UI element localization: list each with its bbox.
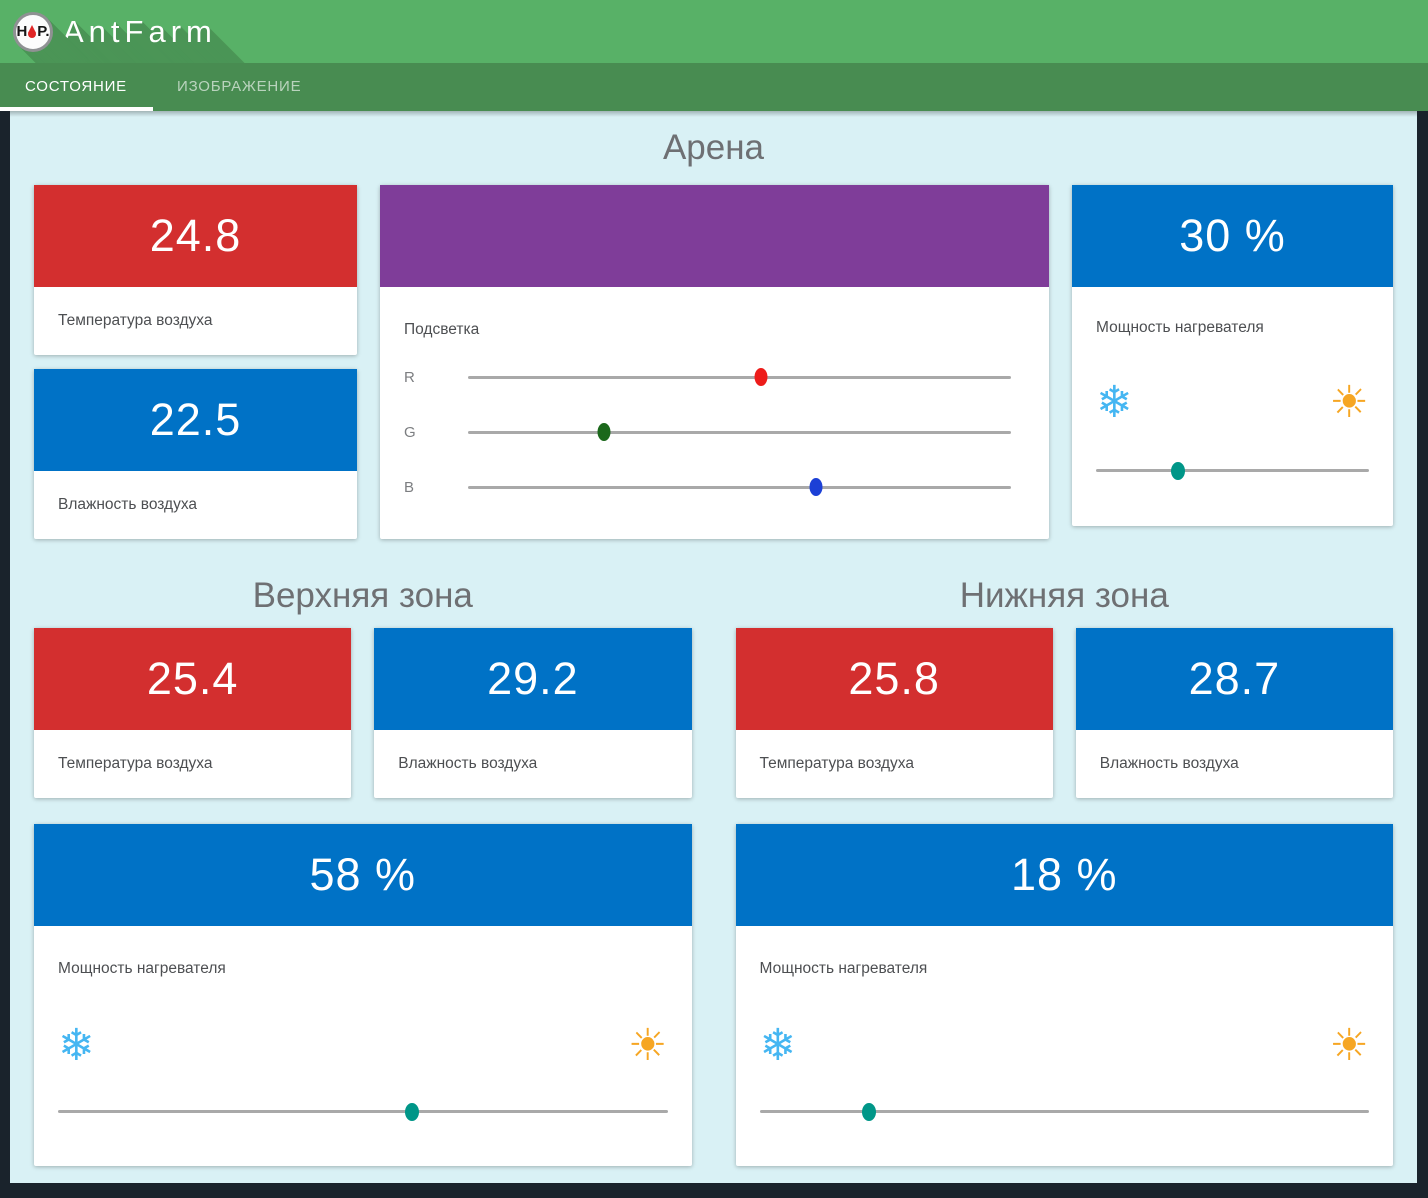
lower-zone-humidity-value: 28.7 [1075, 628, 1393, 730]
snowflake-icon: ❄ [759, 1020, 797, 1071]
lower-zone-heater-value: 18 % [735, 824, 1393, 926]
blue-channel-label: B [404, 478, 415, 496]
app-header: H P. AntFarm [0, 0, 1428, 63]
app-logo: H P. [13, 11, 53, 52]
tab-status-label: СОСТОЯНИЕ [25, 78, 127, 95]
upper-zone-temperature-card: 25.4 Температура воздуха [34, 628, 352, 798]
logo-drop-icon [28, 25, 37, 38]
arena-heater-card: 30 % Мощность нагревателя ❄ ☀ [1072, 185, 1393, 526]
arena-humidity-label: Влажность воздуха [58, 496, 198, 513]
humidity-number: 29.2 [487, 653, 579, 704]
upper-zone-humidity-card: 29.2 Влажность воздуха [374, 628, 692, 798]
main-content: Арена 24.8 Температура воздуха 22.5 Влаж… [10, 111, 1417, 1183]
lower-zone-title: Нижняя зона [959, 576, 1169, 615]
backlight-red-row: R [404, 360, 1011, 394]
sun-icon: ☀ [1329, 377, 1369, 428]
backlight-green-row: G [404, 415, 1011, 449]
upper-zone-temperature-value: 25.4 [34, 628, 352, 730]
tab-image-label: ИЗОБРАЖЕНИЕ [176, 78, 302, 95]
snowflake-icon: ❄ [1096, 377, 1133, 428]
temperature-number: 24.8 [149, 210, 242, 261]
arena-backlight-card: Подсветка R G B [380, 185, 1049, 539]
arena-temperature-value: 24.8 [34, 185, 357, 287]
humidity-number: 28.7 [1188, 653, 1281, 704]
arena-temperature-label: Температура воздуха [58, 312, 213, 329]
arena-humidity-card: 22.5 Влажность воздуха [34, 369, 357, 539]
arena-left-column: 24.8 Температура воздуха 22.5 Влажность … [34, 185, 357, 539]
arena-heater-slider[interactable] [1096, 461, 1369, 480]
backlight-color-preview [380, 185, 1049, 287]
blue-channel-slider[interactable] [468, 478, 1011, 496]
temperature-number: 25.4 [146, 653, 239, 704]
arena-heater-value: 30 % [1072, 185, 1393, 287]
red-channel-slider[interactable] [468, 368, 1011, 386]
green-channel-label: G [404, 423, 416, 441]
lower-zone-heater-slider[interactable] [759, 1102, 1369, 1121]
logo-letter-p: P. [37, 23, 50, 40]
lower-zone: Нижняя зона 25.8 Температура воздуха 28.… [735, 539, 1393, 1166]
lower-zone-temperature-card: 25.8 Температура воздуха [735, 628, 1053, 798]
app-title: AntFarm [63, 13, 217, 49]
arena-section-title: Арена [662, 128, 765, 167]
logo-letter-h: H [16, 23, 28, 40]
heater-percent: 30 % [1179, 210, 1286, 261]
upper-zone: Верхняя зона 25.4 Температура воздуха 29… [34, 539, 692, 1166]
heater-percent: 18 % [1010, 849, 1118, 900]
heater-percent: 58 % [309, 849, 417, 900]
arena-humidity-value: 22.5 [34, 369, 357, 471]
upper-zone-heater-slider[interactable] [58, 1102, 668, 1121]
humidity-number: 22.5 [149, 394, 242, 445]
upper-zone-humidity-label: Влажность воздуха [398, 755, 538, 772]
upper-zone-humidity-value: 29.2 [374, 628, 692, 730]
lower-zone-heater-label: Мощность нагревателя [759, 960, 928, 977]
arena-heater-label: Мощность нагревателя [1096, 319, 1264, 336]
backlight-label: Подсветка [404, 321, 480, 338]
upper-zone-title: Верхняя зона [252, 576, 473, 615]
upper-zone-heater-slider-thumb[interactable] [404, 1102, 419, 1121]
zones-section: Верхняя зона 25.4 Температура воздуха 29… [34, 539, 1393, 1166]
sun-icon: ☀ [1329, 1020, 1369, 1071]
green-channel-slider[interactable] [468, 423, 1011, 441]
lower-zone-heater-slider-thumb[interactable] [862, 1102, 877, 1121]
upper-zone-heater-label: Мощность нагревателя [58, 960, 226, 977]
lower-zone-humidity-label: Влажность воздуха [1099, 755, 1239, 772]
lower-zone-temperature-label: Температура воздуха [759, 755, 914, 772]
green-channel-slider-thumb[interactable] [597, 423, 611, 441]
snowflake-icon: ❄ [58, 1020, 95, 1071]
upper-zone-temperature-label: Температура воздуха [58, 755, 213, 772]
backlight-blue-row: B [404, 470, 1011, 504]
arena-temperature-card: 24.8 Температура воздуха [34, 185, 357, 355]
lower-zone-humidity-card: 28.7 Влажность воздуха [1075, 628, 1393, 798]
red-channel-slider-thumb[interactable] [754, 368, 768, 386]
upper-zone-heater-card: 58 % Мощность нагревателя ❄ ☀ [34, 824, 692, 1166]
tab-status[interactable]: СОСТОЯНИЕ [0, 63, 153, 111]
arena-heater-slider-thumb[interactable] [1170, 461, 1185, 480]
arena-section: 24.8 Температура воздуха 22.5 Влажность … [34, 185, 1393, 539]
lower-zone-temperature-value: 25.8 [735, 628, 1053, 730]
temperature-number: 25.8 [848, 653, 940, 704]
tab-image[interactable]: ИЗОБРАЖЕНИЕ [153, 63, 325, 111]
blue-channel-slider-thumb[interactable] [809, 478, 823, 496]
sun-icon: ☀ [628, 1020, 668, 1071]
upper-zone-heater-value: 58 % [34, 824, 692, 926]
lower-zone-heater-card: 18 % Мощность нагревателя ❄ ☀ [735, 824, 1393, 1166]
tab-bar: СОСТОЯНИЕ ИЗОБРАЖЕНИЕ [0, 63, 1428, 111]
red-channel-label: R [404, 368, 415, 386]
